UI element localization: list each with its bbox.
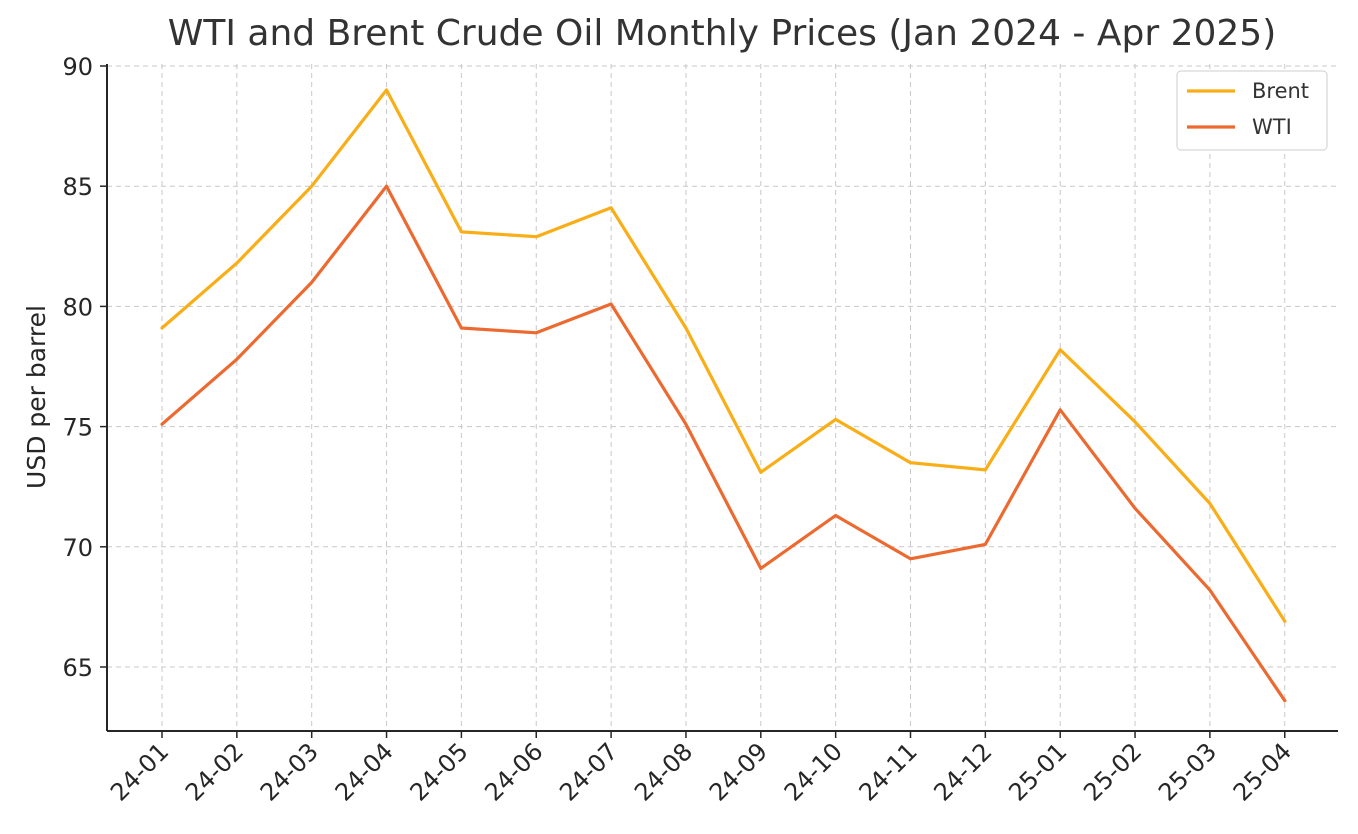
y-tick-label: 90 (62, 53, 93, 81)
series-lines (160, 88, 1287, 703)
series-line-wti (160, 184, 1287, 703)
x-tick-label: 24-12 (928, 737, 997, 806)
x-tick-label: 24-02 (180, 737, 249, 806)
chart-title: WTI and Brent Crude Oil Monthly Prices (… (168, 13, 1277, 54)
x-tick-label: 24-01 (105, 737, 174, 806)
y-tick-label: 65 (62, 654, 93, 682)
x-tick-label: 24-07 (554, 737, 623, 806)
legend-label-wti: WTI (1252, 115, 1292, 139)
y-tick-label: 75 (62, 414, 93, 442)
y-tick-label: 85 (62, 173, 93, 201)
x-tick-label: 24-04 (330, 737, 399, 806)
x-tick-label: 25-02 (1078, 737, 1147, 806)
x-tick-label: 24-06 (479, 737, 548, 806)
x-tick-label: 24-08 (629, 737, 698, 806)
legend-label-brent: Brent (1252, 79, 1309, 103)
y-tick-label: 70 (62, 534, 93, 562)
grid-lines (107, 64, 1338, 731)
x-tick-label: 24-09 (704, 737, 773, 806)
x-tick-label: 24-03 (255, 737, 324, 806)
x-tick-label: 25-04 (1228, 737, 1297, 806)
x-tick-label: 24-10 (779, 737, 848, 806)
x-tick-label: 24-05 (405, 737, 474, 806)
y-tick-label: 80 (62, 293, 93, 321)
x-tick-label: 25-03 (1153, 737, 1222, 806)
series-line-brent (160, 88, 1287, 623)
y-axis-label: USD per barrel (22, 305, 51, 489)
x-tick-label: 24-11 (854, 737, 923, 806)
x-tick-label: 25-01 (1003, 737, 1072, 806)
legend: Brent WTI (1176, 70, 1328, 151)
